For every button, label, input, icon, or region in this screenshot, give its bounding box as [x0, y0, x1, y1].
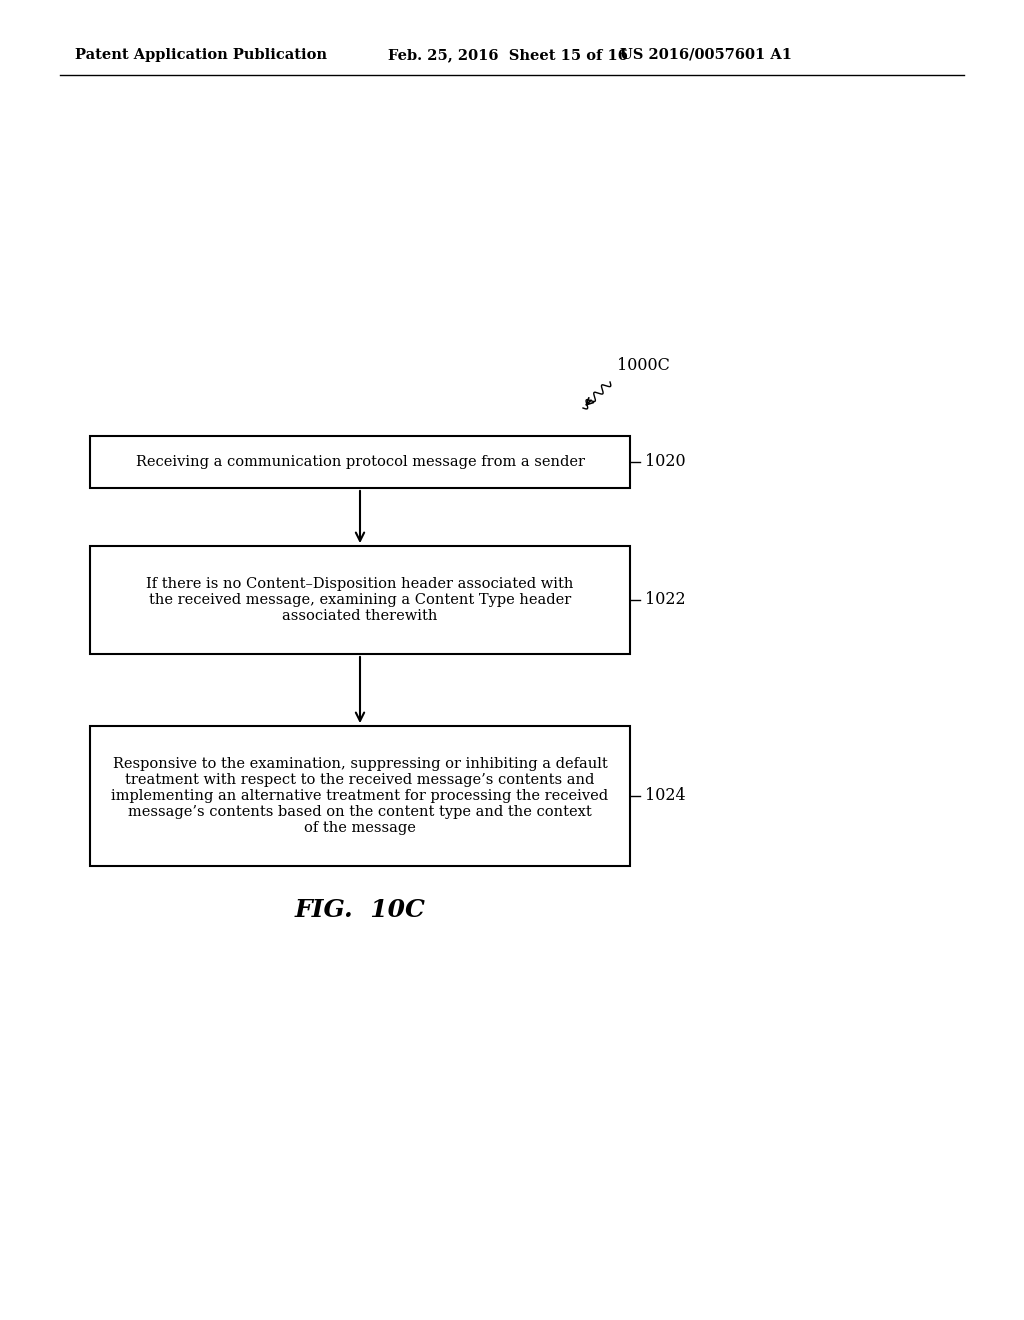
Text: US 2016/0057601 A1: US 2016/0057601 A1	[620, 48, 792, 62]
FancyBboxPatch shape	[90, 726, 630, 866]
Text: Patent Application Publication: Patent Application Publication	[75, 48, 327, 62]
Text: 1000C: 1000C	[617, 356, 670, 374]
FancyBboxPatch shape	[90, 436, 630, 488]
Text: 1024: 1024	[645, 788, 686, 804]
Text: Receiving a communication protocol message from a sender: Receiving a communication protocol messa…	[135, 455, 585, 469]
Text: Feb. 25, 2016  Sheet 15 of 16: Feb. 25, 2016 Sheet 15 of 16	[388, 48, 628, 62]
Text: Responsive to the examination, suppressing or inhibiting a default
treatment wit: Responsive to the examination, suppressi…	[112, 756, 608, 836]
Text: If there is no Content–Disposition header associated with
the received message, : If there is no Content–Disposition heade…	[146, 577, 573, 623]
Text: 1020: 1020	[645, 454, 686, 470]
Text: FIG.  10C: FIG. 10C	[295, 898, 425, 921]
FancyBboxPatch shape	[90, 546, 630, 653]
Text: 1022: 1022	[645, 591, 686, 609]
